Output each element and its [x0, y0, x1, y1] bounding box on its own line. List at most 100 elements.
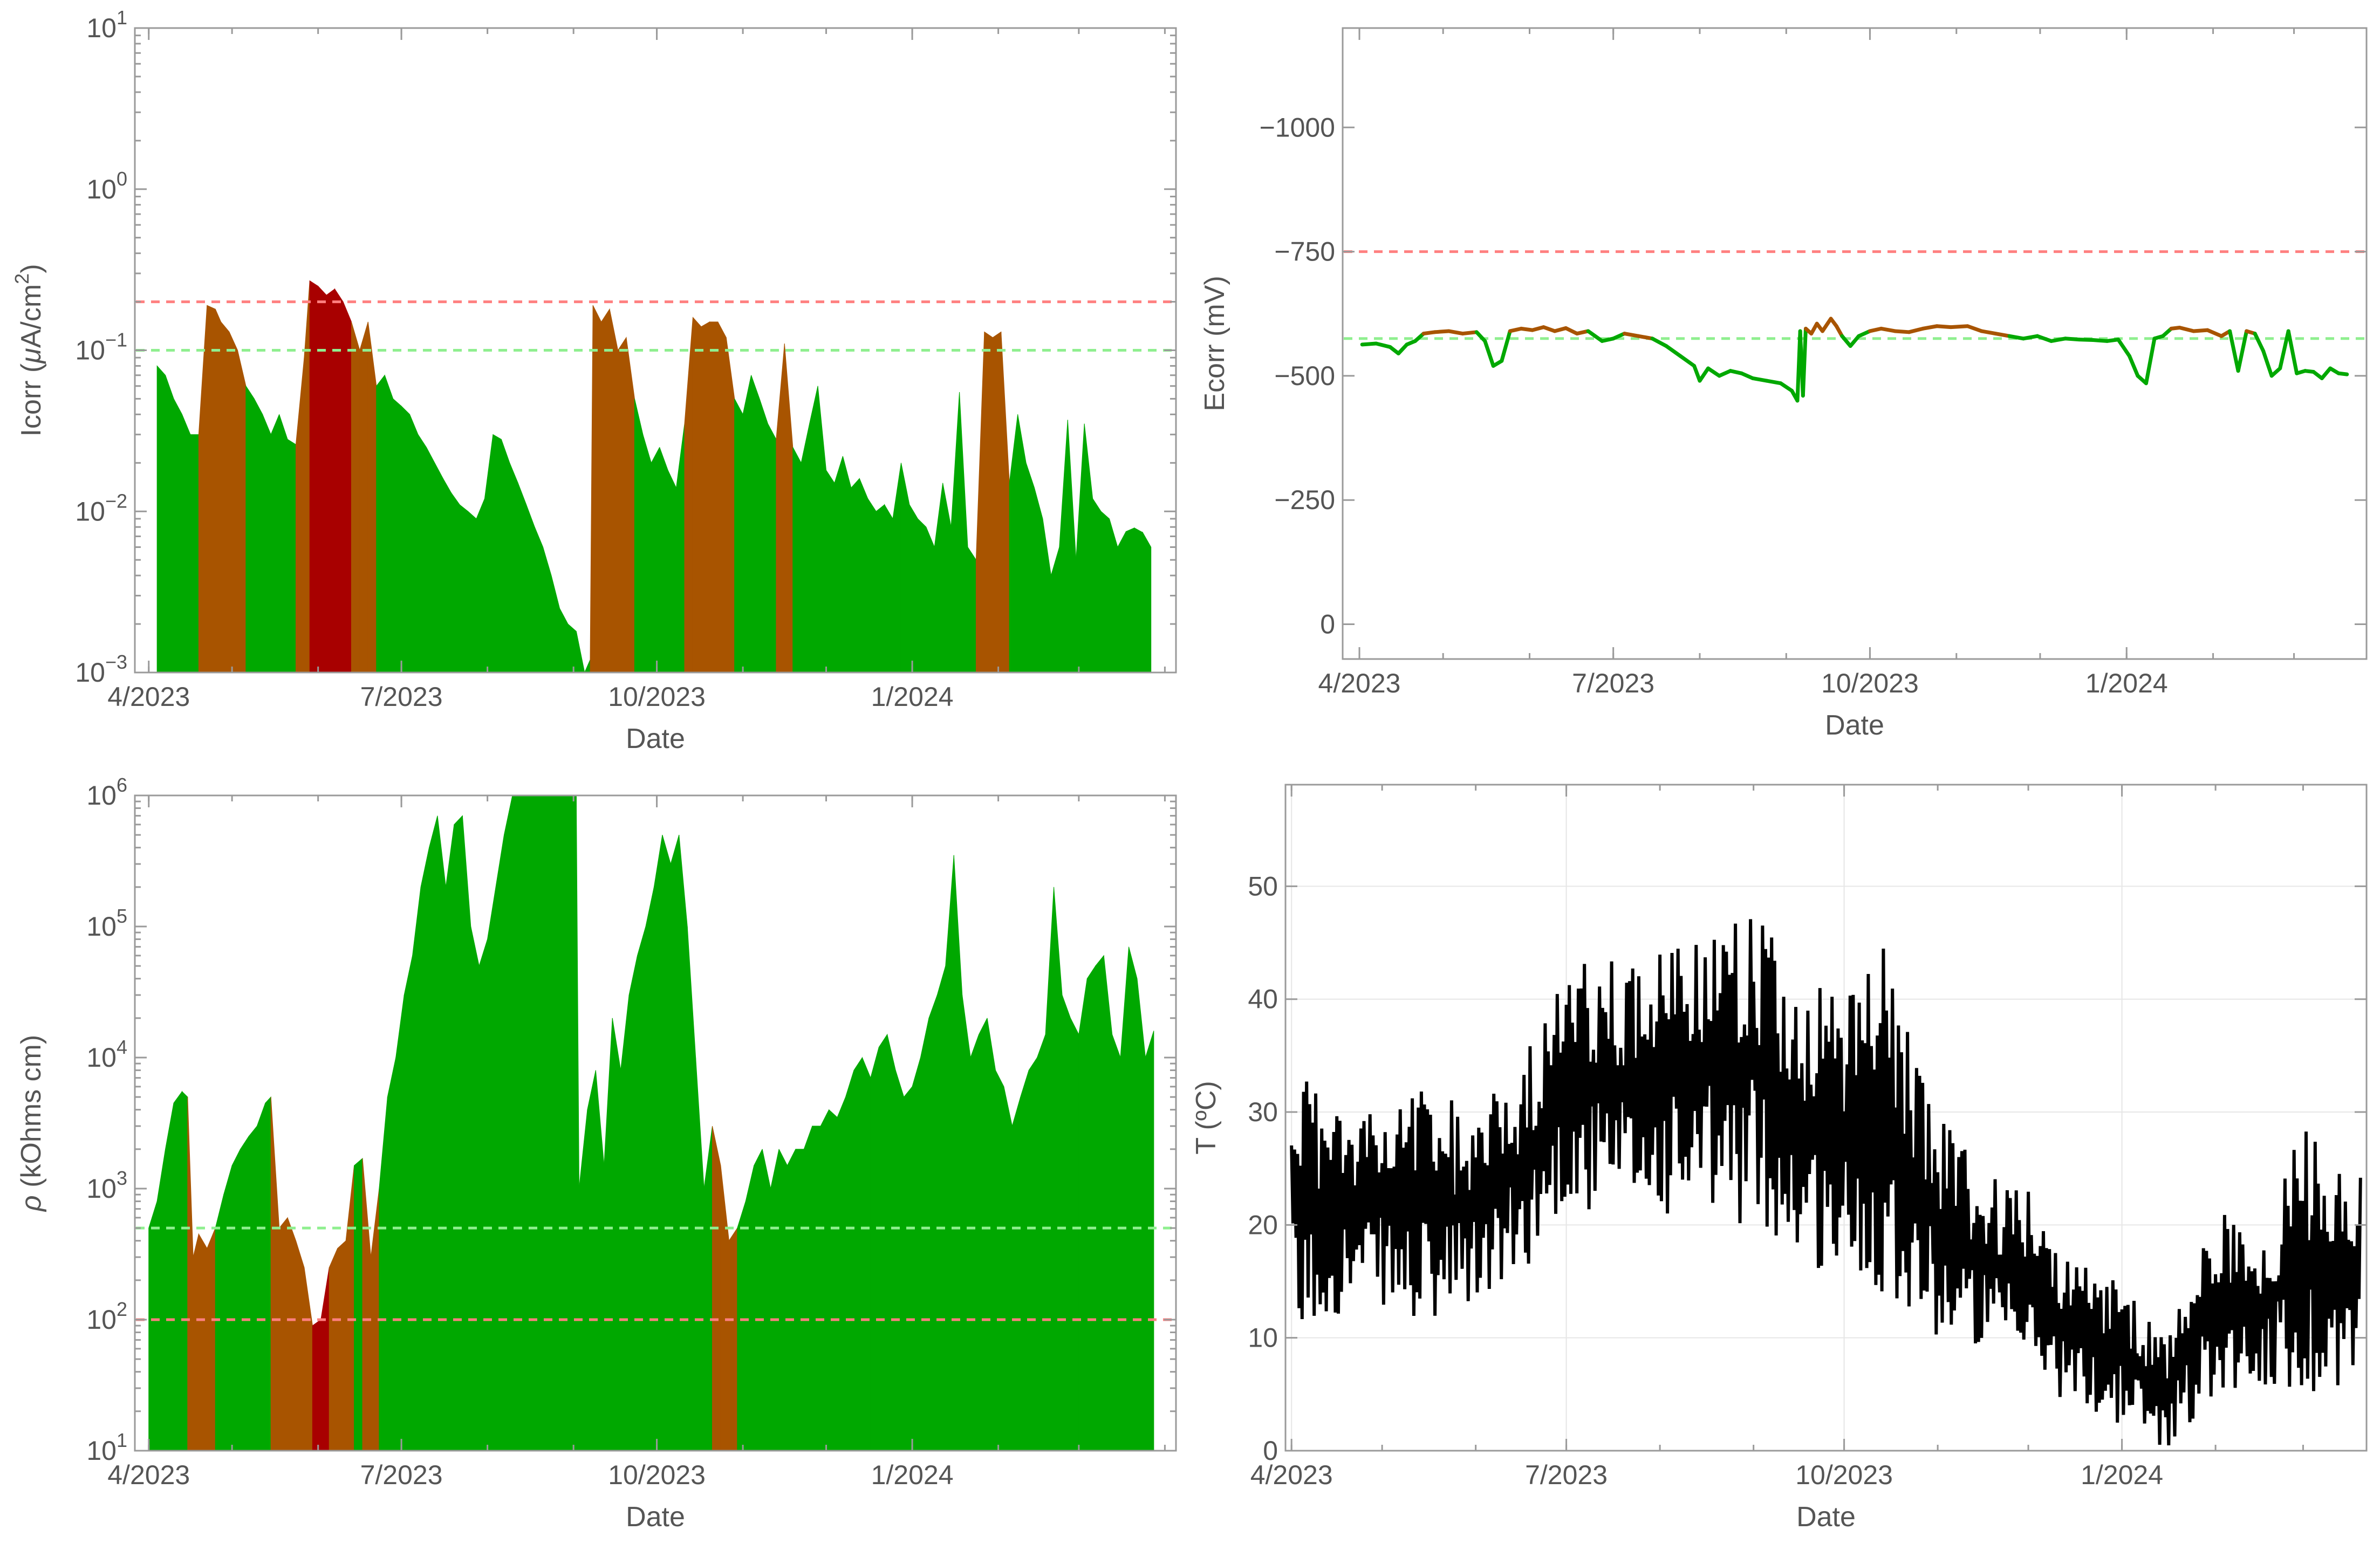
rho-y-tick-label: 106 — [86, 774, 127, 811]
rho-area-segment — [248, 1125, 257, 1451]
rho-area-segment — [304, 1267, 313, 1451]
rho-area-segment — [712, 1126, 721, 1451]
icorr-area-segment — [229, 332, 238, 673]
rho-area-segment — [312, 1319, 322, 1451]
icorr-area-series — [156, 280, 1152, 673]
icorr-area-segment — [900, 463, 910, 673]
icorr-area-segment — [884, 504, 893, 673]
ecorr-line-segment — [1857, 329, 1872, 338]
icorr-area-segment — [434, 463, 443, 673]
icorr-area-segment — [959, 392, 968, 673]
ecorr-line-segment — [1840, 334, 1852, 348]
rho-area-segment — [1020, 1070, 1029, 1451]
rho-area-segment — [770, 1149, 779, 1451]
ecorr-line-segment — [1622, 332, 1640, 338]
rho-area-segment — [1054, 887, 1063, 1451]
ecorr-line-segment — [1650, 337, 1668, 348]
ecorr-line-segment — [1965, 324, 1984, 333]
icorr-area-segment — [851, 477, 860, 673]
temp-x-tick-label: 7/2023 — [1525, 1460, 1608, 1490]
rho-area-segment — [687, 926, 696, 1451]
icorr-area-segment — [742, 375, 752, 673]
icorr-area-segment — [468, 511, 477, 673]
icorr-area-segment — [198, 305, 208, 673]
icorr-area-segment — [726, 337, 735, 673]
ecorr-plot-frame — [1342, 27, 2368, 660]
ecorr-line-segment — [2063, 337, 2081, 342]
ecorr-line-segment — [2049, 337, 2067, 343]
rho-y-axis-label: ρ (kOhms cm) — [16, 1035, 47, 1212]
rho-area-segment — [845, 1070, 854, 1451]
ecorr-line-segment — [1508, 326, 1523, 333]
icorr-area-segment — [1034, 488, 1043, 673]
icorr-area-segment — [801, 423, 810, 673]
rho-area-segment — [628, 955, 638, 1451]
rho-area-segment — [662, 835, 671, 1451]
icorr-area-segment — [967, 546, 976, 673]
ecorr-line-segment — [2116, 338, 2131, 358]
rho-area-segment — [720, 1165, 729, 1451]
icorr-area-segment — [393, 398, 402, 673]
rho-area-segment — [928, 994, 938, 1451]
icorr-area-segment — [576, 631, 585, 673]
temp-y-axis-label: T (ºC) — [1191, 1081, 1222, 1154]
ecorr-line-segment — [1664, 344, 1683, 358]
ecorr-line-segment — [2007, 334, 2026, 341]
icorr-area-segment — [626, 337, 635, 673]
rho-area-segment — [187, 1097, 194, 1451]
rho-area-segment — [570, 795, 577, 1451]
icorr-area-segment — [376, 374, 385, 673]
icorr-area-segment — [384, 375, 394, 673]
rho-area-segment — [870, 1047, 879, 1451]
rho-area-segment — [545, 795, 555, 1451]
icorr-area-segment — [1084, 423, 1093, 673]
rho-area-segment — [895, 1070, 905, 1451]
ecorr-y-tick-label: −1000 — [1260, 112, 1335, 142]
icorr-area-segment — [926, 527, 935, 673]
rho-plot-frame — [134, 794, 1177, 1452]
rho-area-segment — [787, 1149, 796, 1451]
icorr-area-segment — [543, 547, 552, 673]
icorr-area-segment — [1125, 527, 1135, 673]
ecorr-x-axis-label: Date — [1825, 710, 1884, 741]
icorr-area-segment — [221, 321, 230, 673]
ecorr-line-segment — [2177, 326, 2196, 333]
temp-y-tick-label: 40 — [1248, 984, 1278, 1014]
icorr-area-segment — [751, 375, 760, 673]
ecorr-line-segment — [2261, 349, 2274, 378]
rho-x-tick-label: 1/2024 — [871, 1460, 954, 1490]
ecorr-y-axis-label: Ecorr (mV) — [1199, 276, 1230, 411]
icorr-area-segment — [165, 375, 174, 673]
temp-x-tick-label: 1/2024 — [2081, 1460, 2163, 1490]
ecorr-line-segment — [1586, 329, 1604, 343]
ecorr-line-segment — [1433, 329, 1451, 334]
icorr-area-segment — [1100, 511, 1110, 673]
ecorr-line-segment — [2278, 329, 2290, 370]
icorr-area-segment — [215, 309, 222, 673]
icorr-area-segment — [767, 423, 777, 673]
icorr-area-segment — [692, 317, 702, 673]
rho-area-segment — [181, 1090, 188, 1451]
rho-area-segment — [287, 1217, 297, 1451]
rho-area-segment — [320, 1267, 330, 1451]
rho-area-segment — [520, 795, 530, 1451]
ecorr-line-segment — [1698, 366, 1710, 383]
ecorr-line-segment — [1396, 342, 1409, 355]
rho-area-segment — [395, 994, 405, 1451]
rho-area-segment — [454, 815, 463, 1451]
icorr-area-segment — [1050, 547, 1060, 673]
rho-area-segment — [148, 1201, 158, 1451]
rho-area-segment — [612, 1018, 621, 1451]
icorr-area-segment — [759, 399, 768, 673]
icorr-area-segment — [262, 414, 271, 673]
icorr-area-segment — [254, 399, 263, 673]
icorr-area-segment — [534, 527, 544, 673]
ecorr-line-segment — [1993, 332, 2012, 338]
rho-area-segment — [462, 815, 471, 1451]
icorr-area-segment — [442, 477, 452, 673]
ecorr-y-tick-label: −750 — [1274, 237, 1335, 267]
rho-area-segment — [695, 1057, 705, 1451]
ecorr-line-segment — [1801, 326, 1808, 398]
icorr-area-segment — [418, 434, 427, 673]
